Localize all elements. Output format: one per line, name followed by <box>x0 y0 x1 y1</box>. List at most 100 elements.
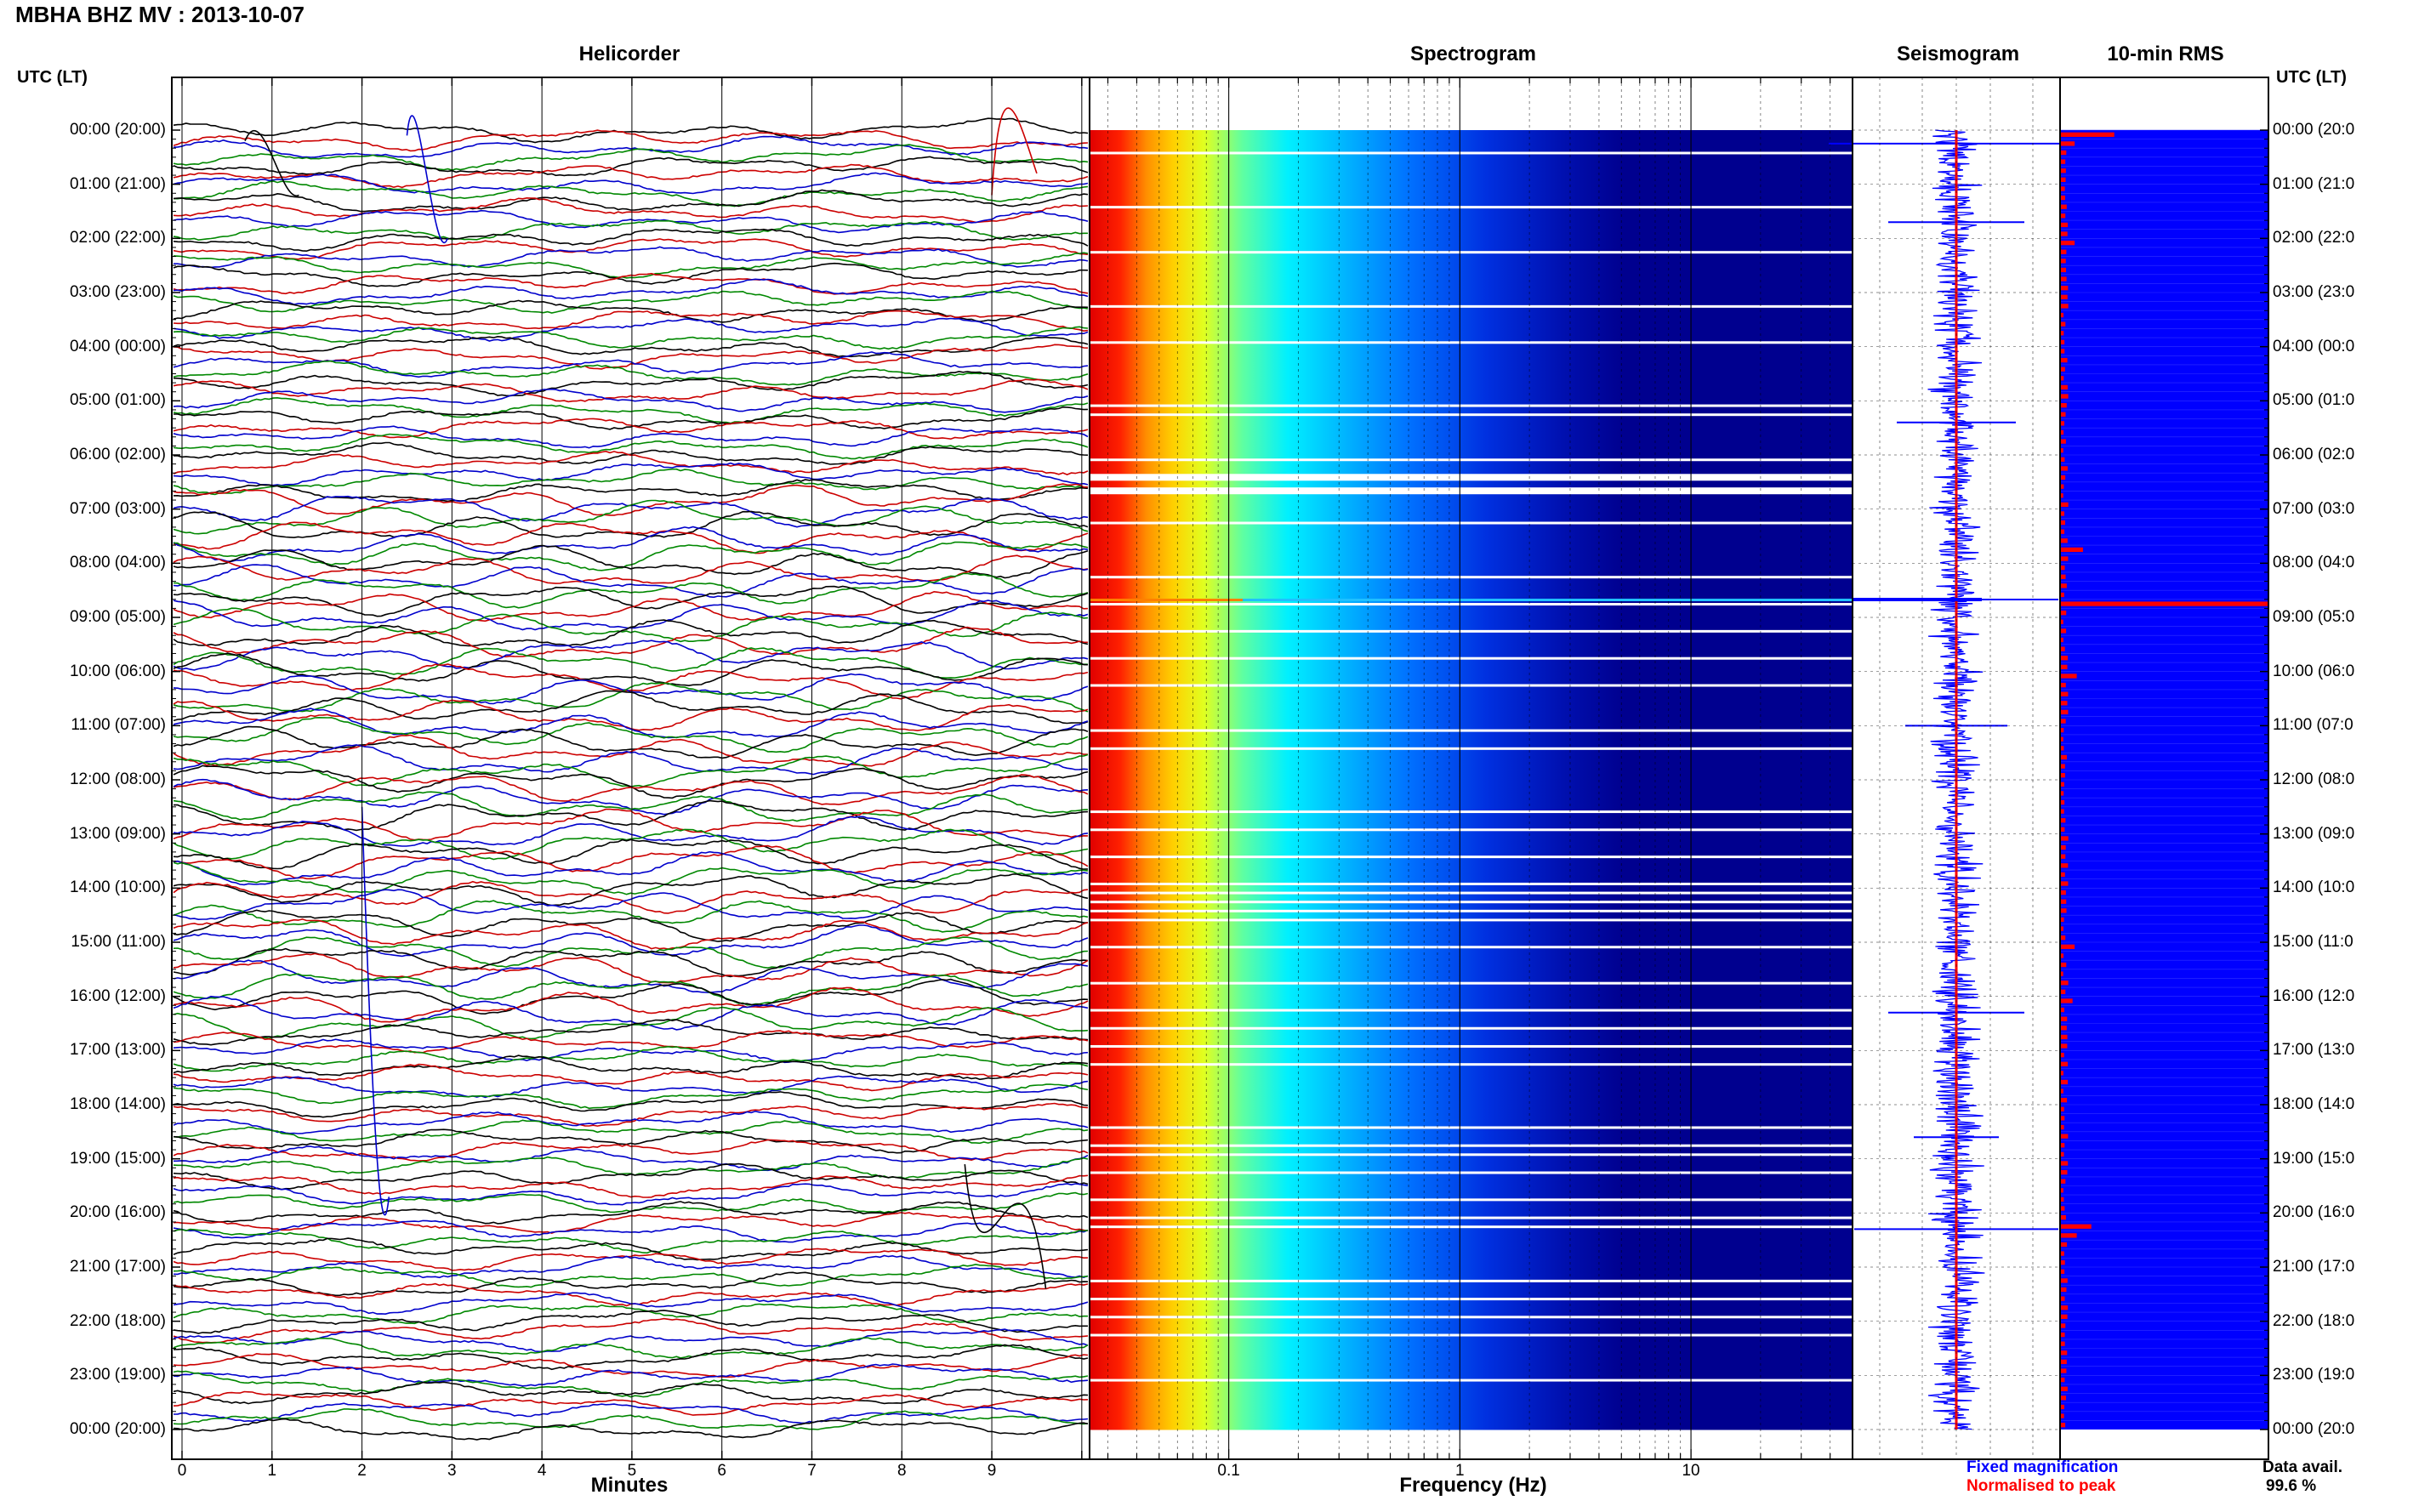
rms-bar <box>2060 646 2065 651</box>
spectrogram-row <box>1090 1402 1853 1413</box>
helicorder-trace <box>173 1337 1089 1359</box>
spectrogram-gap <box>1090 1298 1853 1301</box>
rms-bar <box>2060 998 2073 1003</box>
helicorder-trace <box>173 156 1089 177</box>
rms-bar <box>2060 466 2068 471</box>
spectrogram-row <box>1090 364 1853 374</box>
helicorder-trace <box>173 521 1089 554</box>
right-time-tick-label: 21:00 (17:0 <box>2273 1258 2355 1276</box>
spectrogram-row <box>1090 924 1853 934</box>
rms-bar <box>2060 186 2065 191</box>
spectrogram-row <box>1090 491 1853 501</box>
helicorder-trace <box>173 708 1089 739</box>
spectrogram-row <box>1090 526 1853 537</box>
rms-bar <box>2060 538 2068 543</box>
helicorder-trace <box>173 326 1089 350</box>
spectrogram-gap <box>1090 828 1853 832</box>
spectrogram-row <box>1090 780 1853 790</box>
spectrogram-gap <box>1090 684 1853 687</box>
spectrogram-row <box>1090 139 1853 149</box>
right-time-tick-label: 00:00 (20:0 <box>2273 121 2355 139</box>
spectrogram-gap <box>1090 458 1853 462</box>
spectrogram-gap <box>1090 909 1853 912</box>
right-time-tick-label: 07:00 (03:0 <box>2273 499 2355 518</box>
spectrogram-gap <box>1090 1225 1853 1229</box>
helicorder-trace <box>173 1263 1089 1288</box>
spectrogram-row <box>1090 1068 1853 1078</box>
spectrogram-row <box>1090 373 1853 384</box>
helicorder-trace <box>173 1381 1089 1405</box>
rms-bar <box>2060 141 2075 146</box>
spectrogram-row <box>1090 1339 1853 1349</box>
helicorder-trace <box>173 639 1089 671</box>
helicorder-trace <box>173 1075 1089 1099</box>
rms-bar <box>2060 502 2069 508</box>
rms-bar <box>2060 727 2064 733</box>
rms-bar <box>2060 276 2067 281</box>
rms-bar <box>2060 863 2069 868</box>
spectrogram-row <box>1090 644 1853 654</box>
spectrogram-gap <box>1090 1026 1853 1030</box>
spectrogram-gap <box>1090 946 1853 949</box>
helicorder-trace <box>173 774 1089 805</box>
rms-bar <box>2060 421 2065 426</box>
rms-bar <box>2060 132 2114 137</box>
spectrogram-gap <box>1090 1216 1853 1219</box>
right-time-tick-label: 22:00 (18:0 <box>2273 1311 2355 1330</box>
right-time-tick-label: 15:00 (11:0 <box>2273 933 2354 951</box>
right-time-tick-label: 12:00 (08:0 <box>2273 770 2355 788</box>
rms-bar <box>2060 664 2068 670</box>
helicorder-trace <box>173 499 1089 535</box>
spectrogram-row <box>1090 761 1853 771</box>
helicorder-trace <box>173 462 1089 486</box>
helicorder-trace <box>173 1254 1089 1279</box>
spectrogram-row <box>1090 716 1853 726</box>
spectrogram-row <box>1090 1366 1853 1376</box>
helicorder-trace <box>173 1183 1089 1206</box>
rms-bar <box>2060 1161 2069 1166</box>
spectrogram-row <box>1090 355 1853 366</box>
spectrogram-gap <box>1090 629 1853 633</box>
helicorder-trace <box>173 995 1089 1031</box>
minute-tick-label: 1 <box>267 1462 277 1480</box>
spectrogram-gap <box>1090 1279 1853 1282</box>
left-time-tick-label: 08:00 (04:00) <box>69 554 166 572</box>
right-time-tick-label: 00:00 (20:0 <box>2273 1420 2355 1438</box>
helicorder-trace <box>173 1083 1089 1110</box>
rms-bar <box>2060 628 2067 634</box>
helicorder-trace <box>173 918 1089 950</box>
rms-bar <box>2060 376 2064 381</box>
rms-bar <box>2060 1034 2068 1040</box>
helicorder-trace <box>173 1363 1089 1387</box>
helicorder-traces <box>173 107 1089 1441</box>
helicorder-large-trace <box>991 107 1038 196</box>
helicorder-trace <box>173 1145 1089 1172</box>
spectrogram-row <box>1090 1240 1853 1250</box>
spectrogram-row <box>1090 1348 1853 1358</box>
spectrogram-row <box>1090 1176 1853 1186</box>
spectrogram-row <box>1090 319 1853 329</box>
spectrogram-row <box>1090 418 1853 429</box>
helicorder-trace <box>173 544 1089 579</box>
helicorder-trace <box>173 1102 1089 1127</box>
rms-bar <box>2060 637 2063 643</box>
spectrogram-row <box>1090 274 1853 284</box>
helicorder-trace <box>173 1344 1089 1371</box>
rms-bar <box>2060 1260 2065 1265</box>
rms-bar <box>2060 1116 2065 1121</box>
rms-bar <box>2060 854 2066 859</box>
spectrogram-row <box>1090 1248 1853 1259</box>
spectrogram-row <box>1090 581 1853 591</box>
rms-bar <box>2060 529 2065 534</box>
helicorder-trace <box>174 406 1089 430</box>
rms-bar <box>2060 953 2064 958</box>
helicorder-trace <box>173 209 1089 234</box>
helicorder-trace <box>173 526 1089 563</box>
spectrogram-gap <box>1090 747 1853 750</box>
spectrogram-row <box>1090 383 1853 393</box>
right-time-tick-label: 09:00 (05:0 <box>2273 608 2355 626</box>
helicorder-trace <box>173 652 1089 687</box>
right-time-tick-label: 04:00 (00:0 <box>2273 337 2355 355</box>
spectrogram-row <box>1090 987 1853 998</box>
spectrogram-row <box>1090 969 1853 979</box>
